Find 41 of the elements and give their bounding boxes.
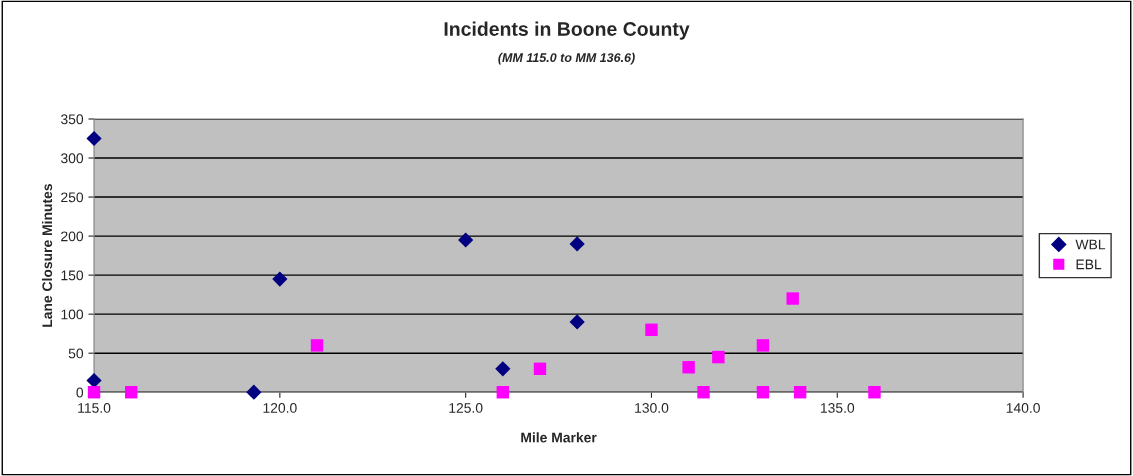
- point: [756, 386, 770, 399]
- y-tick-label: 100: [61, 309, 84, 320]
- chart-title: Incidents in Boone County: [444, 21, 690, 40]
- y-tick-label: 300: [60, 153, 84, 164]
- legend-label: EBL: [1076, 259, 1102, 270]
- point: [756, 339, 770, 352]
- point: [682, 361, 695, 374]
- y-tick-label: 0: [76, 387, 84, 398]
- point: [645, 323, 658, 336]
- point: [569, 236, 585, 252]
- chart-subtitle: (MM 115.0 to MM 136.6): [498, 52, 635, 65]
- x-tick-label: 115.0: [78, 403, 111, 413]
- point: [569, 314, 585, 330]
- point: [272, 271, 288, 287]
- y-tick-label: 350: [60, 114, 84, 125]
- x-axis-title: Mile Marker: [521, 432, 597, 443]
- y-axis-title: Lane Closure Minutes: [41, 184, 53, 327]
- legend-label: WBL: [1075, 239, 1106, 250]
- y-tick-label: 200: [61, 231, 84, 242]
- point: [496, 386, 510, 399]
- point: [246, 384, 262, 400]
- x-tick-label: 130.0: [635, 403, 669, 413]
- point: [86, 130, 102, 147]
- y-tick-label: 250: [61, 192, 84, 203]
- point: [793, 386, 807, 399]
- x-tick-label: 120.0: [263, 403, 297, 413]
- point: [697, 386, 710, 399]
- point: [310, 339, 324, 352]
- point: [786, 292, 799, 305]
- point: [712, 350, 725, 364]
- y-tick-label: 150: [61, 270, 84, 281]
- point: [533, 362, 547, 376]
- point: [868, 386, 881, 399]
- point: [495, 361, 511, 377]
- point: [87, 386, 101, 399]
- y-tick-label: 50: [68, 348, 84, 359]
- point: [458, 232, 474, 248]
- x-tick-label: 140.0: [1006, 403, 1040, 413]
- x-tick-label: 135.0: [820, 403, 855, 413]
- x-tick-label: 125.0: [449, 403, 483, 413]
- point: [124, 386, 138, 399]
